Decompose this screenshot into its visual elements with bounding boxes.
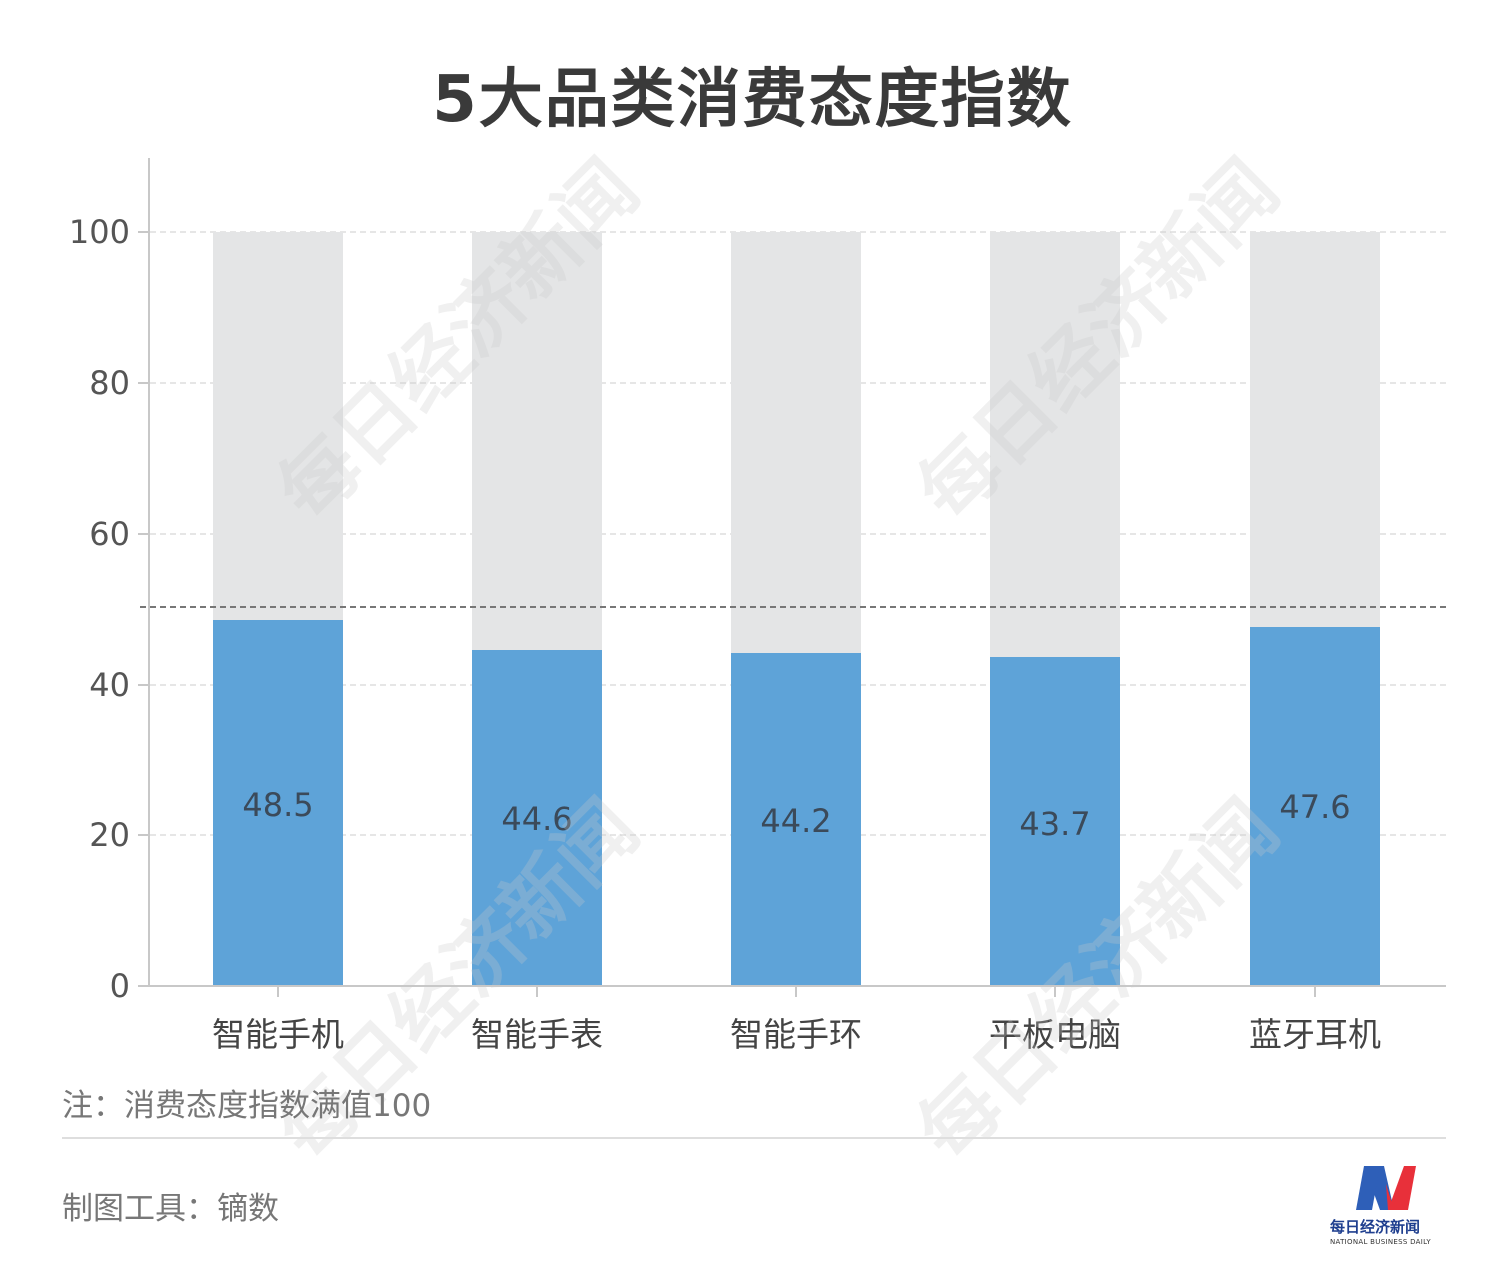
x-tick-label: 蓝牙耳机 (1249, 1015, 1381, 1054)
y-tick-label: 0 (109, 967, 130, 1005)
chart-tool-credit: 制图工具：镝数 (62, 1191, 279, 1227)
y-tick-label: 40 (89, 666, 130, 704)
x-tick-label: 智能手机 (212, 1015, 344, 1054)
y-tick (138, 985, 148, 987)
y-tick-label: 60 (89, 515, 130, 553)
y-tick-label: 100 (68, 213, 130, 251)
bar-value-label: 47.6 (1279, 788, 1351, 826)
bar-value-label: 43.7 (1019, 805, 1091, 843)
y-tick (138, 382, 148, 384)
logo-name-en: NATIONAL BUSINESS DAILY (1330, 1238, 1431, 1246)
bar-value-label: 44.2 (760, 802, 832, 840)
chart-title: 5大品类消费态度指数 (432, 63, 1073, 137)
footnote: 注：消费态度指数满值100 (62, 1088, 432, 1124)
y-tick (138, 533, 148, 535)
x-tick (795, 987, 797, 997)
bar-value-label: 48.5 (242, 786, 314, 824)
y-tick-label: 80 (89, 364, 130, 402)
nbd-logo-icon (1356, 1166, 1416, 1210)
x-tick-label: 智能手表 (471, 1015, 603, 1054)
bar-smartwatch (472, 650, 602, 986)
x-tick (536, 987, 538, 997)
y-tick (138, 834, 148, 836)
x-tick-label: 智能手环 (730, 1015, 862, 1054)
y-tick-label: 20 (89, 816, 130, 854)
x-tick (277, 987, 279, 997)
x-tick-label: 平板电脑 (989, 1015, 1121, 1054)
x-tick (1314, 987, 1316, 997)
bar-smartband (731, 653, 861, 986)
reference-line-50 (140, 606, 1446, 608)
x-tick (1054, 987, 1056, 997)
x-axis (148, 985, 1446, 987)
bar-tablet (990, 657, 1120, 986)
y-tick (138, 231, 148, 233)
y-axis (148, 158, 150, 987)
bar-value-label: 44.6 (501, 800, 573, 838)
bar-bluetooth-earphones (1250, 627, 1380, 986)
bar-smartphone (213, 620, 343, 986)
footer-divider (62, 1137, 1446, 1139)
logo-name-cn: 每日经济新闻 (1330, 1218, 1421, 1236)
y-tick (138, 684, 148, 686)
